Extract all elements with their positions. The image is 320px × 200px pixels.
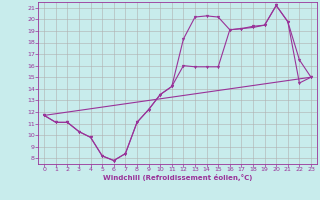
X-axis label: Windchill (Refroidissement éolien,°C): Windchill (Refroidissement éolien,°C) bbox=[103, 174, 252, 181]
